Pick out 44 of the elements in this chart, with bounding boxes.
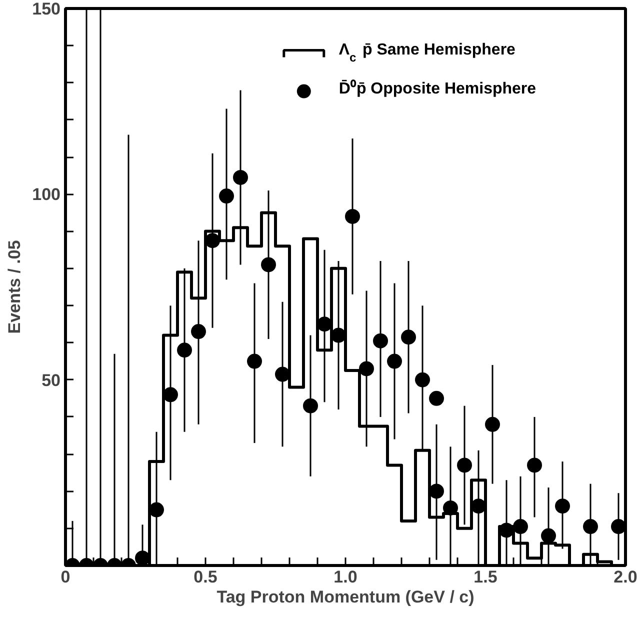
- point: [611, 519, 626, 534]
- point: [317, 316, 332, 332]
- point: [513, 519, 528, 534]
- point: [163, 387, 178, 402]
- point: [135, 550, 150, 566]
- point: [429, 484, 444, 499]
- y-axis-title: Events / .05: [5, 240, 24, 334]
- point: [331, 328, 346, 343]
- x-tick-label: 2.0: [614, 568, 638, 586]
- point: [149, 502, 164, 518]
- point: [247, 354, 262, 369]
- point: [499, 522, 514, 538]
- x-tick-label: 0: [60, 568, 70, 586]
- point: [485, 416, 500, 432]
- x-axis-title: Tag Proton Momentum (GeV / c): [216, 588, 474, 606]
- point: [387, 354, 402, 369]
- point: [541, 528, 556, 544]
- legend-label: D̄⁰p̄ Opposite Hemisphere: [338, 79, 536, 98]
- point: [457, 458, 472, 473]
- y-tick-label: 150: [32, 0, 61, 18]
- point: [219, 188, 234, 204]
- point: [471, 498, 486, 514]
- point: [415, 372, 430, 388]
- x-tick-label: 1.0: [334, 568, 358, 586]
- point: [275, 366, 290, 382]
- point: [443, 500, 458, 516]
- point: [429, 390, 444, 406]
- point: [345, 208, 360, 224]
- point: [527, 458, 542, 473]
- point: [373, 333, 388, 348]
- point: [261, 257, 276, 272]
- point: [303, 398, 318, 414]
- x-tick-label: 0.5: [194, 568, 218, 586]
- point: [401, 330, 416, 345]
- x-tick-label: 1.5: [474, 568, 498, 586]
- point: [191, 324, 206, 340]
- point: [233, 170, 248, 185]
- y-tick-label: 50: [42, 370, 61, 390]
- point: [359, 361, 374, 376]
- point: [583, 519, 598, 534]
- point: [177, 342, 192, 358]
- y-tick-label: 100: [32, 185, 61, 204]
- point: [555, 498, 570, 514]
- point: [205, 233, 220, 248]
